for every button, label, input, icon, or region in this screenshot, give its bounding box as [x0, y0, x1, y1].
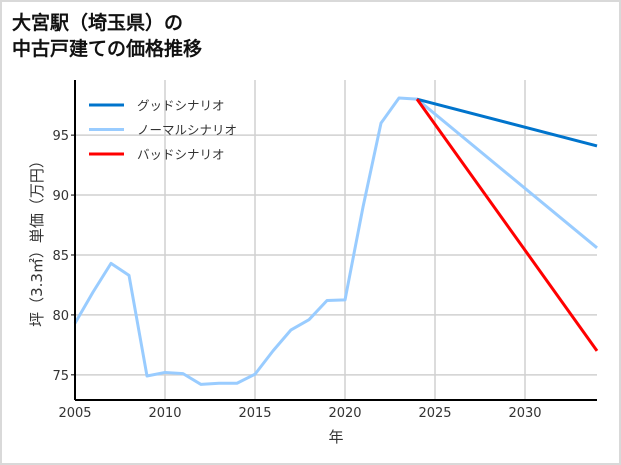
series-line-0 [416, 97, 598, 148]
x-tick-label: 2005 [58, 406, 91, 421]
y-tick-label: 95 [52, 129, 69, 144]
legend-label: グッドシナリオ [137, 98, 225, 113]
title-line-1: 大宮駅（埼玉県）の [12, 12, 184, 34]
x-tick-label: 2010 [148, 406, 181, 421]
chart-title: 大宮駅（埼玉県）の 中古戸建ての価格推移 [12, 10, 202, 62]
x-tick-label: 2020 [328, 406, 361, 421]
x-axis-label: 年 [328, 428, 343, 446]
x-tick-label: 2030 [508, 406, 541, 421]
y-tick-label: 75 [52, 369, 69, 384]
series-line-1 [73, 96, 598, 386]
y-tick-label: 80 [52, 309, 69, 324]
x-tick-label: 2015 [238, 406, 271, 421]
y-tick-label: 90 [52, 189, 69, 204]
title-line-2: 中古戸建ての価格推移 [12, 38, 203, 60]
legend-label: バッドシナリオ [137, 147, 225, 162]
y-axis-label: 坪（3.3㎡）単価（万円） [28, 153, 46, 327]
legend-label: ノーマルシナリオ [137, 123, 237, 138]
y-tick-label: 85 [52, 249, 69, 264]
x-tick-label: 2025 [418, 406, 451, 421]
series-line-2 [415, 98, 599, 352]
